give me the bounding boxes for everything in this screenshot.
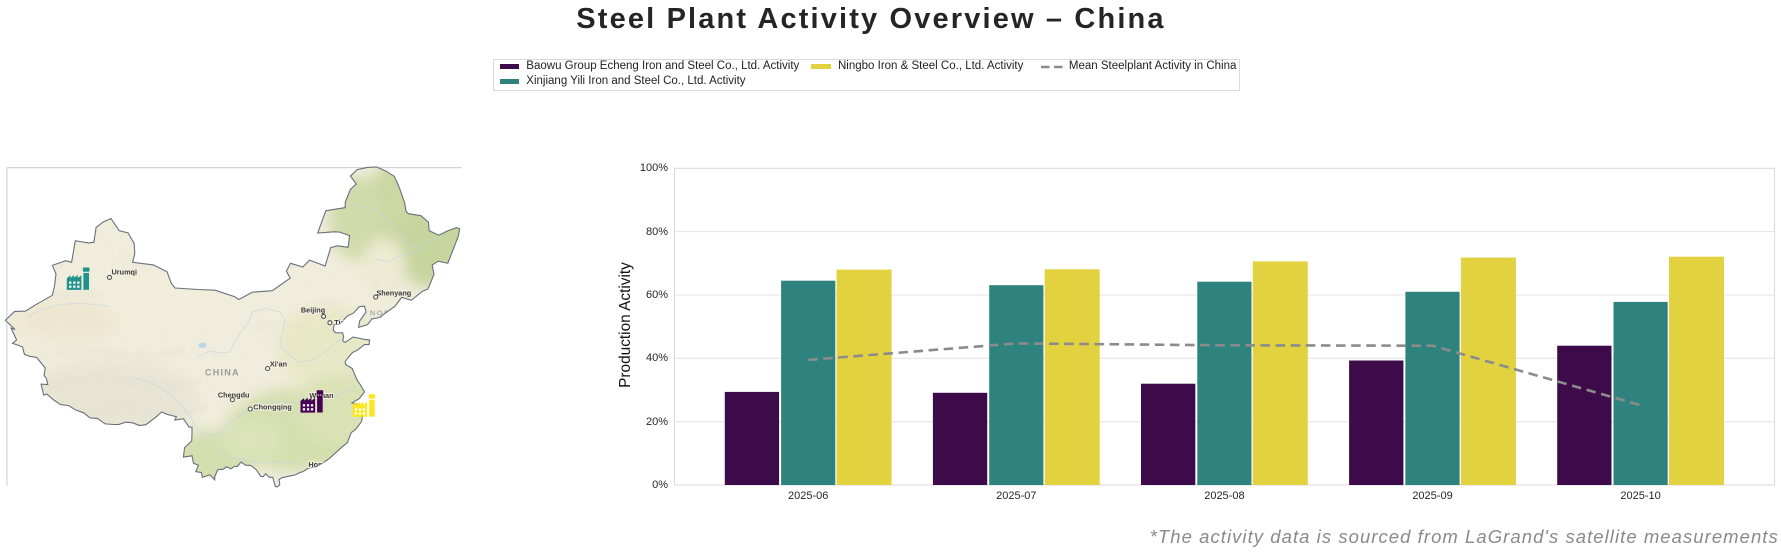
svg-text:Urumqi: Urumqi [112, 268, 138, 277]
svg-text:Tianjin: Tianjin [334, 318, 357, 327]
svg-text:Beijing: Beijing [301, 306, 325, 315]
svg-text:CHINA: CHINA [205, 367, 240, 377]
svg-text:Chongqing: Chongqing [253, 403, 291, 412]
svg-text:Chengdu: Chengdu [218, 391, 250, 400]
svg-text:Xi'an: Xi'an [270, 359, 287, 368]
svg-text:NORTH: NORTH [370, 309, 404, 318]
svg-text:Hong: Hong [308, 460, 327, 469]
svg-text:Shenyang: Shenyang [376, 289, 411, 298]
